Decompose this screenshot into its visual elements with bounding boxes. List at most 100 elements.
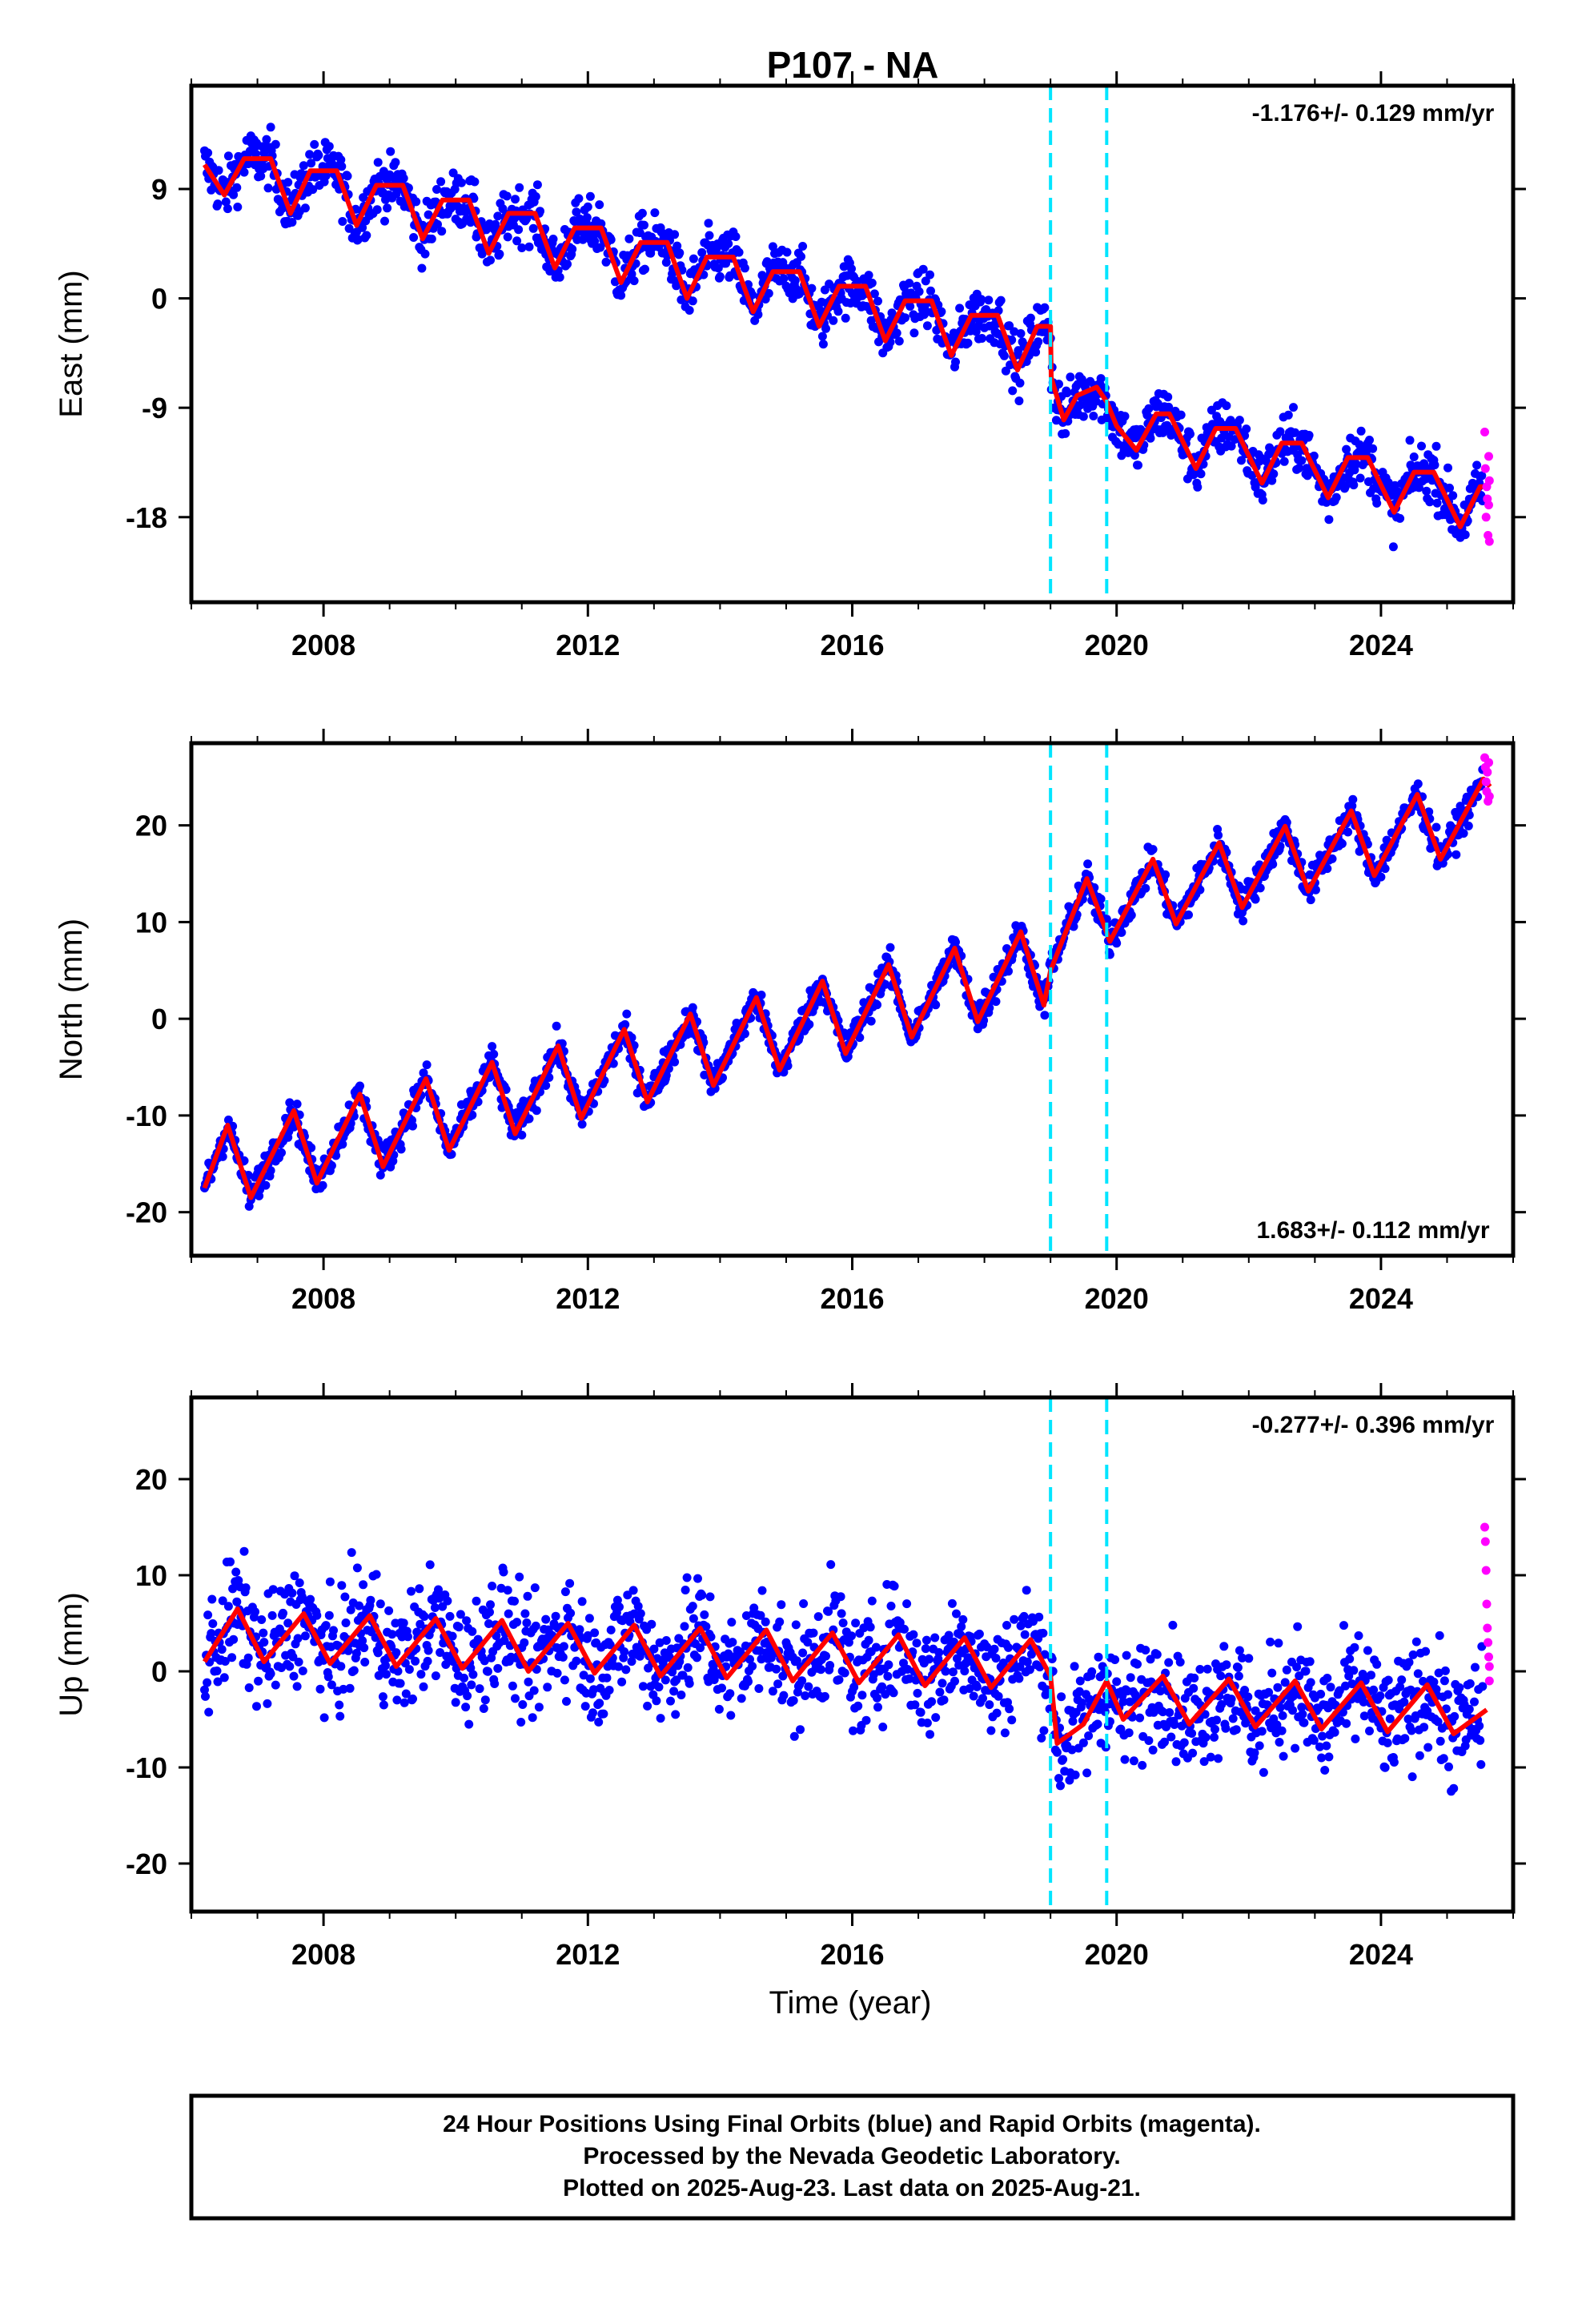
final-orbit-point bbox=[652, 1696, 661, 1706]
final-orbit-point bbox=[560, 1675, 569, 1685]
final-orbit-point bbox=[824, 1606, 833, 1616]
final-orbit-point bbox=[922, 1719, 932, 1727]
final-orbit-point bbox=[257, 1615, 267, 1624]
final-orbit-point bbox=[1324, 515, 1334, 525]
final-orbit-point bbox=[223, 1116, 233, 1124]
final-orbit-point bbox=[231, 1567, 241, 1577]
final-orbit-point bbox=[1383, 1675, 1393, 1685]
final-orbit-point bbox=[797, 1676, 807, 1686]
final-orbit-point bbox=[1354, 1631, 1363, 1640]
final-orbit-point bbox=[277, 1148, 286, 1157]
final-orbit-point bbox=[1065, 1775, 1074, 1785]
final-orbit-point bbox=[1337, 839, 1347, 848]
final-orbit-point bbox=[1015, 378, 1025, 388]
final-orbit-point bbox=[1187, 1729, 1197, 1738]
final-orbit-point bbox=[1429, 1677, 1439, 1687]
final-orbit-point bbox=[1449, 1783, 1459, 1793]
final-orbit-point bbox=[422, 1060, 432, 1070]
final-orbit-point bbox=[1244, 1654, 1254, 1663]
final-orbit-point bbox=[1347, 801, 1357, 810]
final-orbit-point bbox=[701, 1622, 711, 1631]
final-orbit-point bbox=[271, 139, 280, 149]
final-orbit-point bbox=[267, 1610, 277, 1620]
final-orbit-point bbox=[1411, 1637, 1421, 1647]
final-orbit-point bbox=[817, 332, 827, 341]
final-orbit-point bbox=[1299, 1718, 1309, 1727]
final-orbit-point bbox=[836, 1592, 845, 1602]
final-orbit-point bbox=[1206, 1752, 1215, 1762]
final-orbit-point bbox=[1069, 922, 1078, 931]
x-tick-label: 2020 bbox=[1085, 629, 1149, 661]
final-orbit-point bbox=[208, 1619, 218, 1628]
final-orbit-point bbox=[298, 1667, 307, 1675]
final-orbit-point bbox=[1472, 460, 1482, 470]
final-orbit-point bbox=[515, 1572, 524, 1582]
final-orbit-point bbox=[773, 1679, 783, 1689]
final-orbit-point bbox=[963, 338, 973, 348]
final-orbit-point bbox=[1233, 1663, 1243, 1672]
final-orbit-point bbox=[329, 1626, 338, 1635]
rapid-orbit-point bbox=[1480, 1522, 1489, 1532]
final-orbit-point bbox=[757, 1586, 767, 1595]
rapid-orbit-point bbox=[1481, 1566, 1491, 1575]
final-orbit-point bbox=[583, 202, 592, 211]
final-orbit-point bbox=[1349, 1666, 1359, 1675]
final-orbit-point bbox=[951, 357, 960, 367]
final-orbit-point bbox=[688, 1602, 697, 1611]
final-orbit-point bbox=[1309, 451, 1319, 460]
final-orbit-point bbox=[1037, 1733, 1046, 1743]
final-orbit-point bbox=[380, 216, 389, 226]
final-orbit-point bbox=[419, 1068, 428, 1078]
final-orbit-point bbox=[617, 1677, 627, 1687]
final-orbit-point bbox=[536, 207, 544, 216]
final-orbit-point bbox=[340, 1592, 350, 1602]
final-orbit-point bbox=[529, 1686, 539, 1695]
final-orbit-point bbox=[451, 1698, 460, 1707]
final-orbit-point bbox=[425, 1560, 435, 1570]
final-orbit-point bbox=[984, 296, 994, 305]
final-orbit-point bbox=[1460, 530, 1470, 540]
final-orbit-point bbox=[1163, 392, 1173, 402]
final-orbit-point bbox=[1016, 329, 1026, 338]
final-orbit-point bbox=[358, 223, 367, 232]
final-orbit-point bbox=[572, 1656, 581, 1666]
final-orbit-point bbox=[1214, 830, 1223, 840]
final-orbit-point bbox=[637, 208, 647, 218]
final-orbit-point bbox=[1432, 498, 1442, 508]
final-orbit-point bbox=[621, 1665, 631, 1675]
final-orbit-point bbox=[948, 1667, 958, 1677]
final-orbit-point bbox=[1306, 1678, 1315, 1687]
final-orbit-point bbox=[633, 1602, 643, 1611]
final-orbit-point bbox=[590, 1628, 600, 1638]
final-orbit-point bbox=[1444, 1762, 1453, 1771]
final-orbit-point bbox=[1199, 1757, 1209, 1767]
final-orbit-point bbox=[541, 1614, 551, 1624]
final-orbit-point bbox=[312, 1610, 322, 1620]
final-orbit-point bbox=[1419, 1723, 1429, 1732]
final-orbit-point bbox=[685, 1679, 694, 1688]
final-orbit-point bbox=[689, 254, 698, 263]
final-orbit-point bbox=[1413, 779, 1423, 789]
final-orbit-point bbox=[266, 123, 275, 132]
final-orbit-point bbox=[757, 991, 766, 999]
final-orbit-point bbox=[1188, 1748, 1198, 1758]
final-orbit-point bbox=[675, 248, 685, 258]
final-orbit-point bbox=[475, 1684, 484, 1694]
final-orbit-point bbox=[861, 1715, 871, 1725]
final-orbit-point bbox=[335, 1700, 344, 1710]
final-orbit-point bbox=[1056, 1781, 1065, 1791]
final-orbit-point bbox=[803, 1638, 813, 1647]
final-orbit-point bbox=[931, 1713, 941, 1723]
final-orbit-point bbox=[514, 225, 524, 235]
final-orbit-point bbox=[379, 1700, 388, 1710]
final-orbit-point bbox=[432, 185, 441, 194]
final-orbit-point bbox=[783, 1061, 793, 1071]
final-orbit-point bbox=[456, 178, 466, 187]
final-orbit-point bbox=[1040, 1011, 1050, 1020]
final-orbit-point bbox=[1022, 1586, 1031, 1595]
final-orbit-point bbox=[990, 1644, 999, 1654]
final-orbit-point bbox=[727, 1618, 737, 1627]
final-orbit-point bbox=[1201, 1733, 1211, 1742]
final-orbit-point bbox=[560, 1587, 570, 1597]
rapid-orbit-point bbox=[1480, 1537, 1490, 1546]
